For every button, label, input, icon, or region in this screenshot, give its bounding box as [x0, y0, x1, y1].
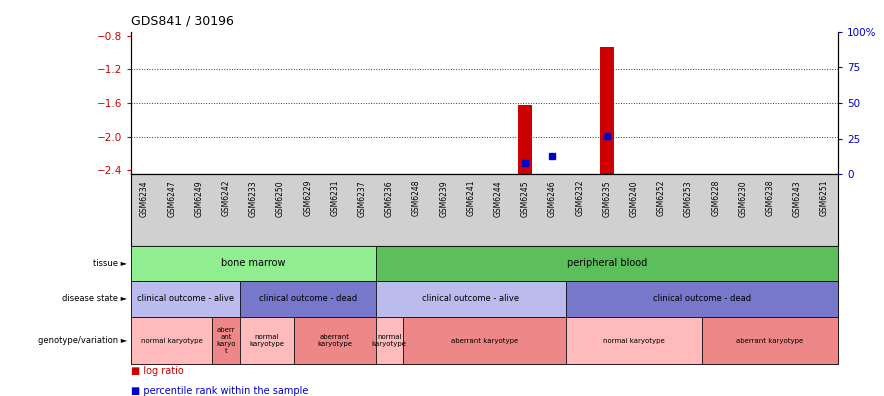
- Bar: [566, 281, 838, 317]
- Text: genotype/variation ►: genotype/variation ►: [38, 336, 127, 345]
- Text: GSM6242: GSM6242: [222, 180, 231, 217]
- Bar: [131, 281, 240, 317]
- Bar: [600, 47, 613, 174]
- Text: GSM6230: GSM6230: [738, 180, 747, 217]
- Text: aberrant karyotype: aberrant karyotype: [736, 337, 804, 344]
- Text: GSM6232: GSM6232: [575, 180, 584, 217]
- Text: clinical outcome - dead: clinical outcome - dead: [258, 295, 357, 303]
- Text: GSM6245: GSM6245: [521, 180, 530, 217]
- Text: GSM6246: GSM6246: [548, 180, 557, 217]
- Text: GSM6240: GSM6240: [629, 180, 638, 217]
- Text: GSM6251: GSM6251: [820, 180, 829, 217]
- Bar: [403, 317, 566, 364]
- Text: GSM6228: GSM6228: [711, 180, 720, 216]
- Bar: [240, 317, 294, 364]
- Text: disease state ►: disease state ►: [62, 295, 127, 303]
- Text: normal karyotype: normal karyotype: [603, 337, 665, 344]
- Text: normal
karyotype: normal karyotype: [372, 334, 407, 347]
- Bar: [518, 105, 532, 174]
- Bar: [212, 317, 240, 364]
- Text: GSM6231: GSM6231: [331, 180, 339, 217]
- Text: aberr
ant
karyo
t: aberr ant karyo t: [217, 327, 236, 354]
- Text: GSM6247: GSM6247: [167, 180, 176, 217]
- Text: aberrant karyotype: aberrant karyotype: [451, 337, 518, 344]
- Bar: [376, 246, 838, 281]
- Text: GDS841 / 30196: GDS841 / 30196: [131, 15, 233, 28]
- Bar: [566, 317, 702, 364]
- Text: aberrant
karyotype: aberrant karyotype: [317, 334, 353, 347]
- Bar: [240, 281, 376, 317]
- Text: GSM6234: GSM6234: [140, 180, 149, 217]
- Text: tissue ►: tissue ►: [93, 259, 127, 268]
- Text: normal karyotype: normal karyotype: [141, 337, 202, 344]
- Text: GSM6244: GSM6244: [493, 180, 502, 217]
- Text: GSM6233: GSM6233: [248, 180, 258, 217]
- Bar: [376, 281, 566, 317]
- Text: GSM6239: GSM6239: [439, 180, 448, 217]
- Bar: [131, 317, 212, 364]
- Text: GSM6252: GSM6252: [657, 180, 666, 217]
- Text: GSM6243: GSM6243: [793, 180, 802, 217]
- Text: GSM6229: GSM6229: [303, 180, 312, 217]
- Text: GSM6238: GSM6238: [766, 180, 774, 217]
- Text: GSM6248: GSM6248: [412, 180, 421, 217]
- Text: GSM6253: GSM6253: [684, 180, 693, 217]
- Text: normal
karyotype: normal karyotype: [249, 334, 285, 347]
- Text: GSM6235: GSM6235: [602, 180, 612, 217]
- Text: GSM6237: GSM6237: [357, 180, 367, 217]
- Text: ■ percentile rank within the sample: ■ percentile rank within the sample: [131, 386, 309, 396]
- Text: clinical outcome - alive: clinical outcome - alive: [137, 295, 233, 303]
- Text: clinical outcome - dead: clinical outcome - dead: [653, 295, 751, 303]
- Text: GSM6241: GSM6241: [467, 180, 476, 217]
- Text: bone marrow: bone marrow: [221, 258, 286, 268]
- Bar: [294, 317, 376, 364]
- Bar: [376, 317, 403, 364]
- Text: GSM6236: GSM6236: [385, 180, 393, 217]
- Bar: [702, 317, 838, 364]
- Text: GSM6249: GSM6249: [194, 180, 203, 217]
- Text: GSM6250: GSM6250: [276, 180, 285, 217]
- Bar: [131, 246, 376, 281]
- Text: peripheral blood: peripheral blood: [567, 258, 647, 268]
- Text: clinical outcome - alive: clinical outcome - alive: [423, 295, 520, 303]
- Text: ■ log ratio: ■ log ratio: [131, 366, 184, 376]
